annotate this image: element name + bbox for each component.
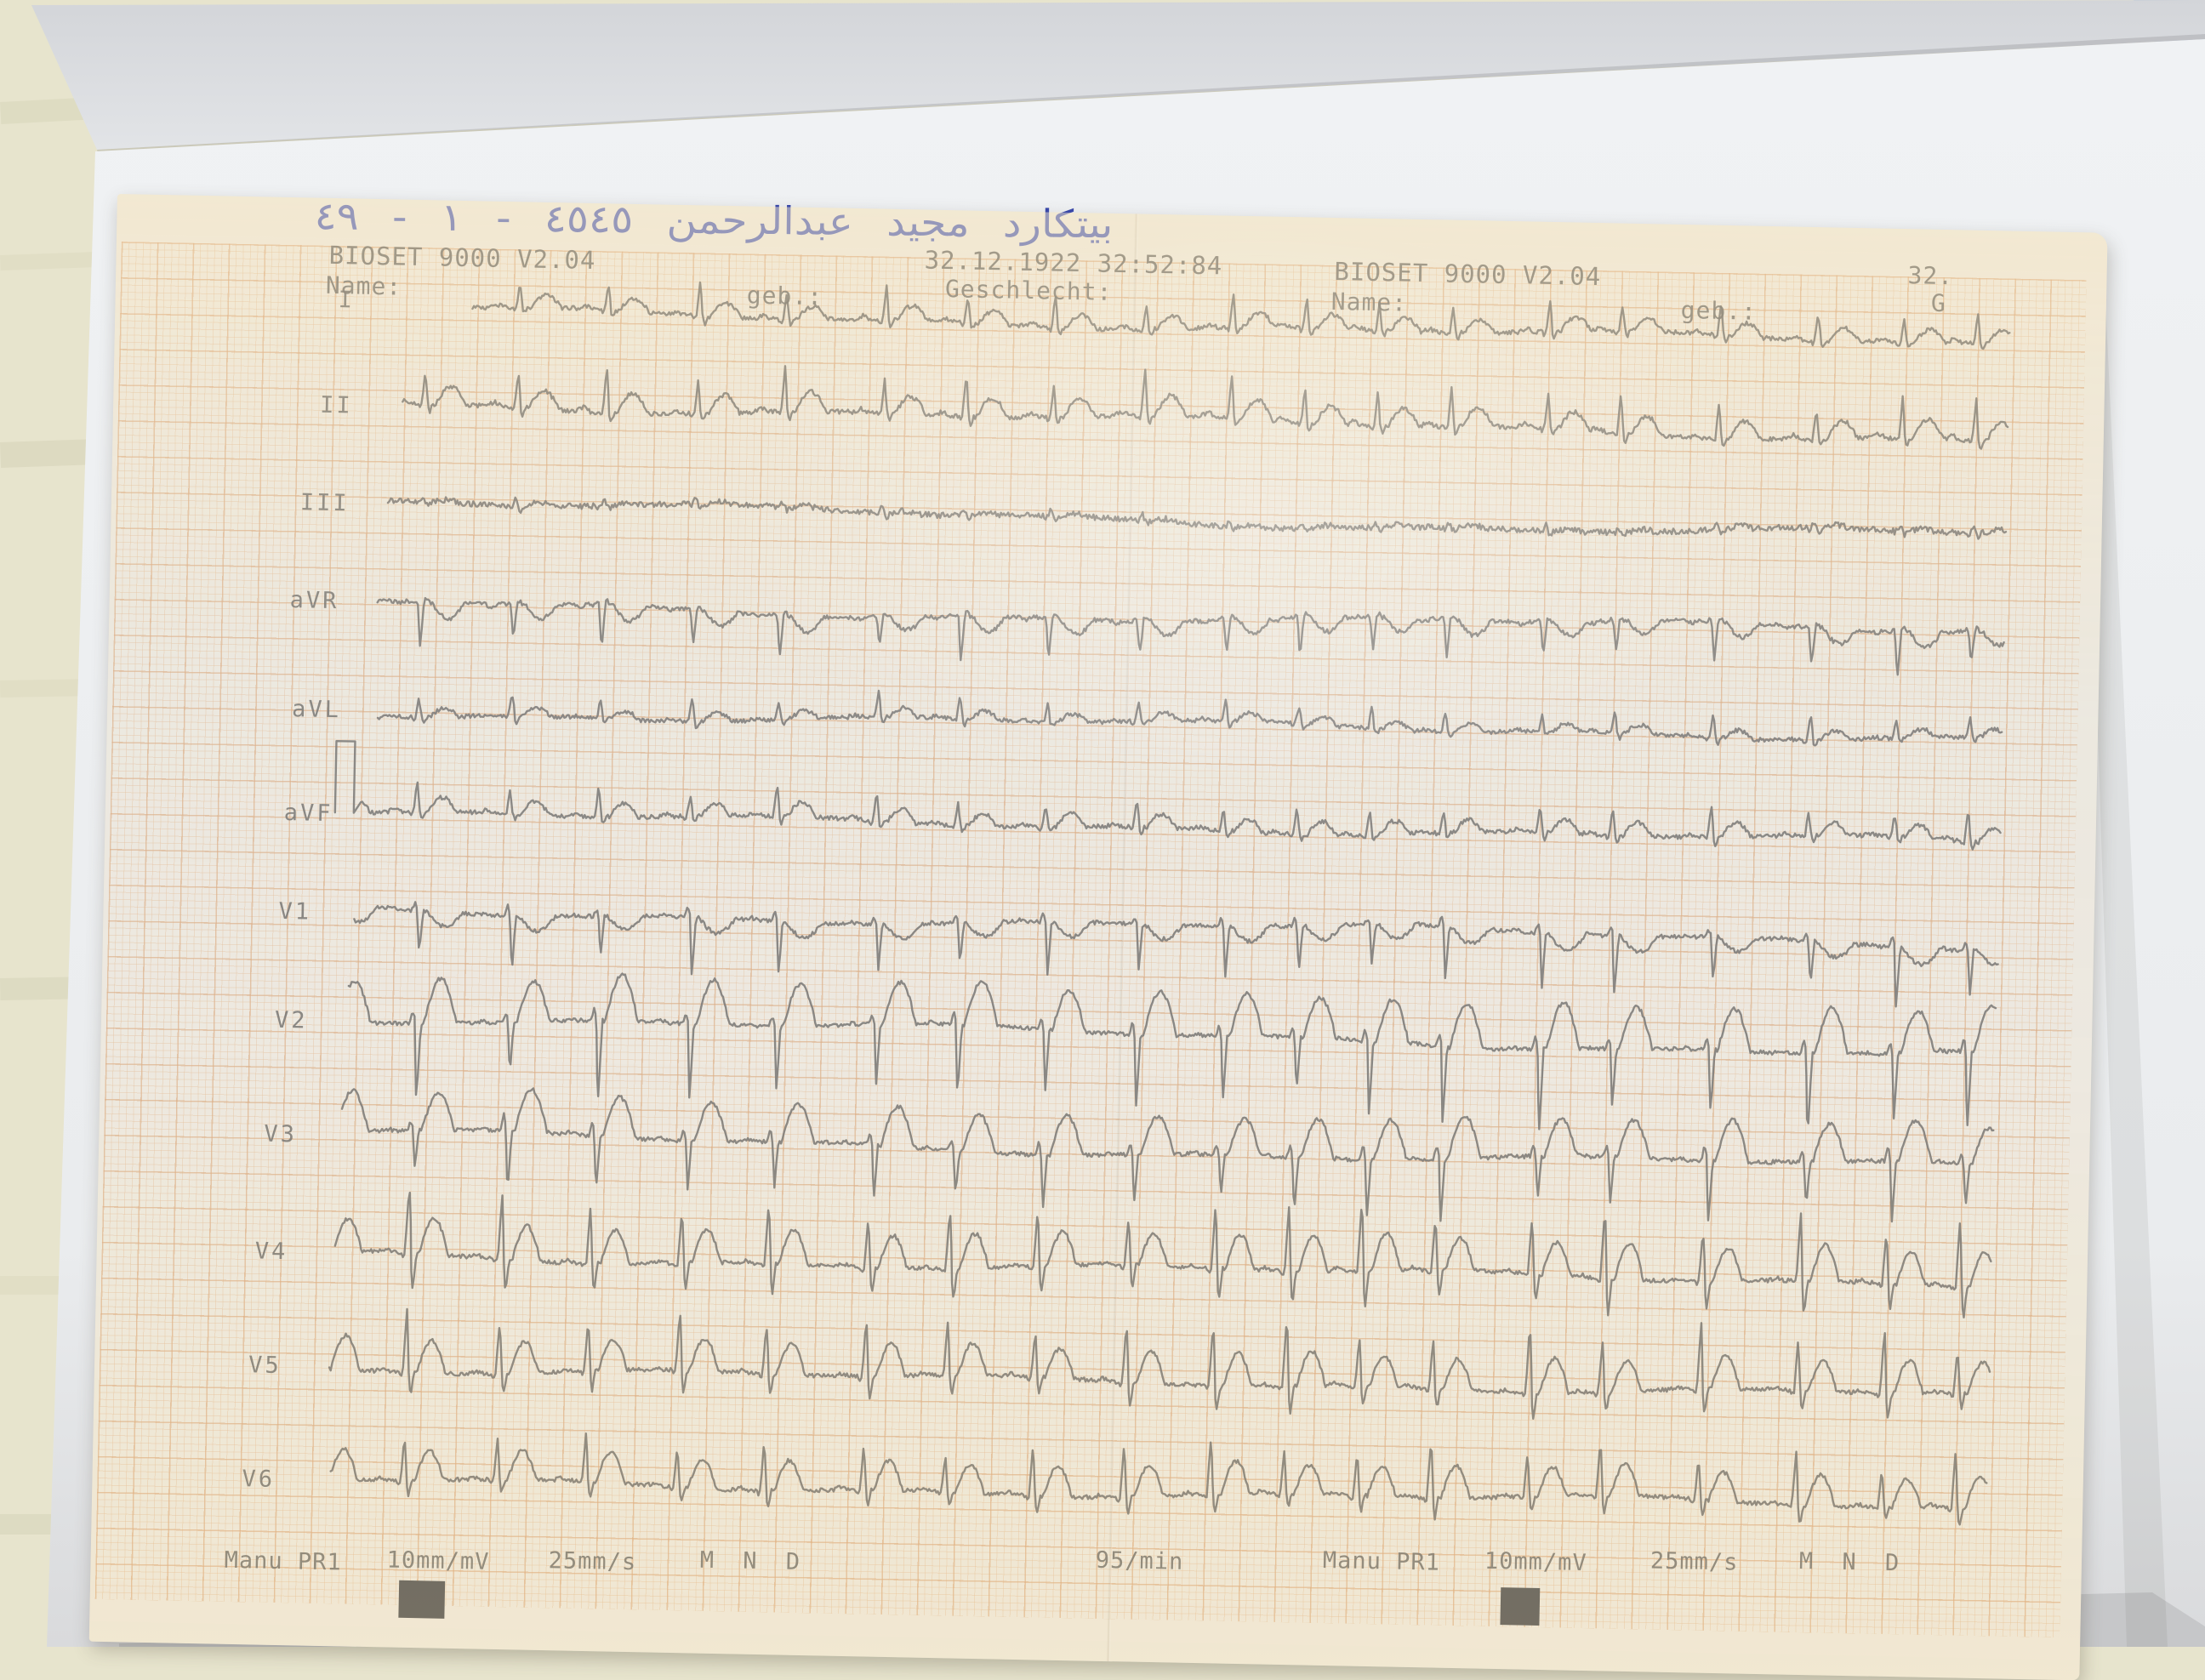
lead-label-V1: V1 bbox=[278, 897, 312, 925]
footer-mnd-left: M N D bbox=[699, 1546, 801, 1575]
name-field-right: Name: bbox=[1330, 287, 1408, 317]
footer-speed-right: 25mm/s bbox=[1649, 1547, 1739, 1576]
lead-label-aVR: aVR bbox=[289, 587, 339, 615]
corner-letter: G bbox=[1930, 288, 1947, 318]
device-model-right: BIOSET 9000 V2.04 bbox=[1334, 256, 1602, 292]
name-field-left: Name: bbox=[325, 271, 402, 301]
footer-gain-right: 10mm/mV bbox=[1484, 1547, 1587, 1577]
geb-field-right: geb.: bbox=[1680, 295, 1758, 326]
ecg-trace-V4 bbox=[333, 1191, 1992, 1318]
ecg-trace-III bbox=[386, 496, 2008, 540]
lead-label-aVF: aVF bbox=[283, 799, 333, 828]
registration-mark-left bbox=[398, 1580, 446, 1619]
lead-label-III: III bbox=[299, 489, 350, 517]
ecg-trace-aVF bbox=[333, 739, 2002, 851]
ecg-trace-V1 bbox=[353, 901, 1999, 1008]
corner-number: 32. bbox=[1907, 261, 1954, 291]
footer-mode-right: Manu PR1 bbox=[1322, 1547, 1441, 1576]
ecg-trace-II bbox=[402, 365, 2009, 450]
ecg-trace-V2 bbox=[347, 972, 1997, 1130]
footer-gain-left: 10mm/mV bbox=[386, 1546, 490, 1575]
footer-heart-rate: 95/min bbox=[1095, 1546, 1184, 1575]
ecg-trace-I bbox=[471, 281, 2011, 350]
lead-label-I: I bbox=[338, 287, 356, 314]
lead-label-V2: V2 bbox=[274, 1006, 308, 1034]
folder-back-flap bbox=[31, 0, 2205, 150]
ecg-trace-V5 bbox=[328, 1307, 1991, 1421]
footer-speed-left: 25mm/s bbox=[548, 1547, 637, 1576]
footer-mode-left: Manu PR1 bbox=[224, 1546, 342, 1576]
ecg-trace-V6 bbox=[329, 1432, 1988, 1526]
geb-field-left: geb.: bbox=[746, 281, 823, 311]
device-model-left: BIOSET 9000 V2.04 bbox=[328, 240, 596, 276]
ecg-trace-aVL bbox=[376, 689, 2003, 747]
footer-mnd-right: M N D bbox=[1798, 1547, 1900, 1577]
lead-label-V5: V5 bbox=[248, 1352, 282, 1380]
registration-mark-right bbox=[1500, 1587, 1541, 1626]
lead-label-II: II bbox=[319, 391, 354, 419]
lead-label-V3: V3 bbox=[264, 1120, 298, 1148]
lead-label-aVL: aVL bbox=[291, 696, 342, 724]
lead-label-V6: V6 bbox=[242, 1466, 276, 1493]
ecg-paper: بيتكارد مجيد عبدالرحمن ٤٥٤٥ - ١ - ٤٩ BIO… bbox=[88, 193, 2108, 1680]
lead-label-V4: V4 bbox=[254, 1238, 288, 1266]
ecg-trace-aVR bbox=[376, 596, 2005, 676]
ecg-trace-V3 bbox=[340, 1087, 1995, 1223]
geschlecht-field: Geschlecht: bbox=[944, 275, 1113, 306]
ecg-traces bbox=[328, 281, 2011, 1526]
